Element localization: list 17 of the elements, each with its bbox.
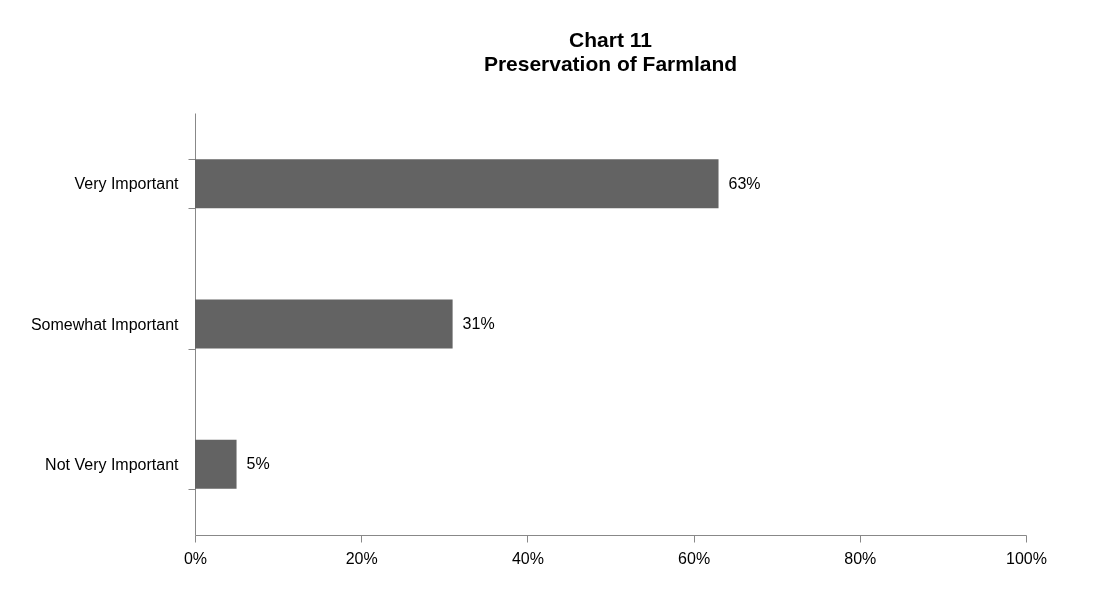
x-tick-label: 0% (183, 549, 208, 567)
chart-subtitle: Preservation of Farmland (483, 52, 738, 75)
chart-title: Chart 11 (569, 28, 653, 51)
x-tick-label: 40% (511, 549, 544, 567)
data-label: 63% (728, 174, 761, 192)
bar (195, 299, 453, 349)
x-tick-label: 60% (678, 549, 711, 567)
x-tick-label: 100% (1006, 549, 1047, 567)
x-tick-label: 80% (844, 549, 877, 567)
y-tick-label: Somewhat Important (30, 315, 180, 333)
y-tick-label: Very Important (74, 175, 180, 193)
y-tick-label: Not Very Important (45, 455, 180, 473)
bar (195, 439, 237, 489)
bar (195, 159, 719, 209)
data-label: 31% (462, 315, 495, 332)
x-tick-label: 20% (345, 549, 378, 567)
data-label: 5% (246, 455, 270, 473)
